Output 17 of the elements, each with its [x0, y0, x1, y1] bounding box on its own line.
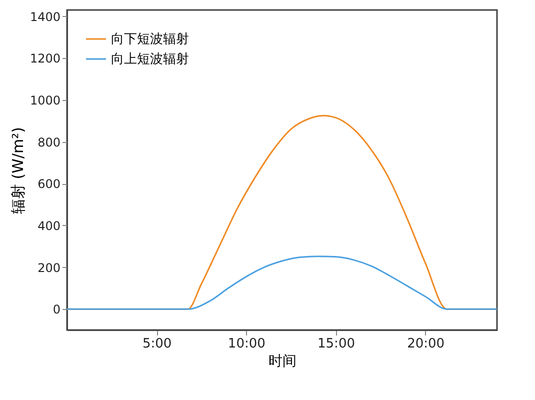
legend-label: 向下短波辐射 [111, 32, 189, 47]
y-tick-label: 1200 [30, 52, 60, 66]
x-tick-label: 15:00 [318, 336, 355, 352]
x-tick-label: 20:00 [407, 336, 445, 352]
y-tick-label: 400 [38, 218, 60, 233]
x-tick-label: 10:00 [228, 336, 266, 352]
x-tick-label: 5:00 [142, 336, 172, 352]
legend-label: 向上短波辐射 [111, 52, 189, 67]
line-series [67, 256, 497, 310]
y-tick-label: 600 [38, 177, 60, 192]
y-tick-label: 1400 [30, 10, 60, 24]
y-axis-title: 辐射 (W/m²) [8, 127, 27, 214]
y-tick-label: 200 [38, 260, 60, 275]
y-tick-label: 800 [38, 135, 60, 150]
y-tick-label: 0 [52, 302, 60, 317]
x-axis-title: 时间 [268, 354, 296, 370]
y-tick-label: 1000 [30, 93, 60, 108]
